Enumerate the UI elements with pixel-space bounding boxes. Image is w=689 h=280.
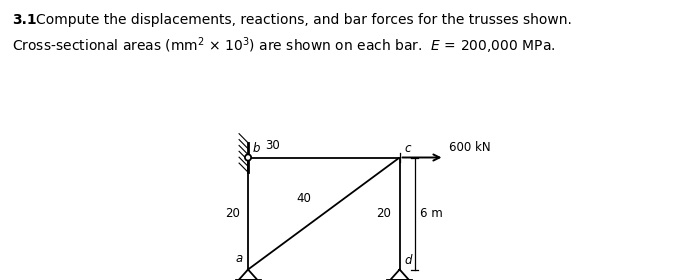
Text: a: a <box>235 252 243 265</box>
Text: Compute the displacements, reactions, and bar forces for the trusses shown.: Compute the displacements, reactions, an… <box>36 13 572 27</box>
Text: 20: 20 <box>376 207 391 220</box>
Circle shape <box>245 154 251 161</box>
Text: c: c <box>404 142 411 155</box>
Text: d: d <box>404 254 412 267</box>
Text: b: b <box>253 142 260 155</box>
Text: 40: 40 <box>296 192 311 205</box>
Text: 600 kN: 600 kN <box>449 141 491 154</box>
Text: 6 m: 6 m <box>420 207 443 220</box>
Text: 30: 30 <box>265 139 280 152</box>
Text: 3.1: 3.1 <box>12 13 37 27</box>
Text: 20: 20 <box>225 207 240 220</box>
Text: Cross-sectional areas (mm$^2$ $\times$ 10$^3$) are shown on each bar.  $E$ = 200: Cross-sectional areas (mm$^2$ $\times$ 1… <box>12 35 556 56</box>
